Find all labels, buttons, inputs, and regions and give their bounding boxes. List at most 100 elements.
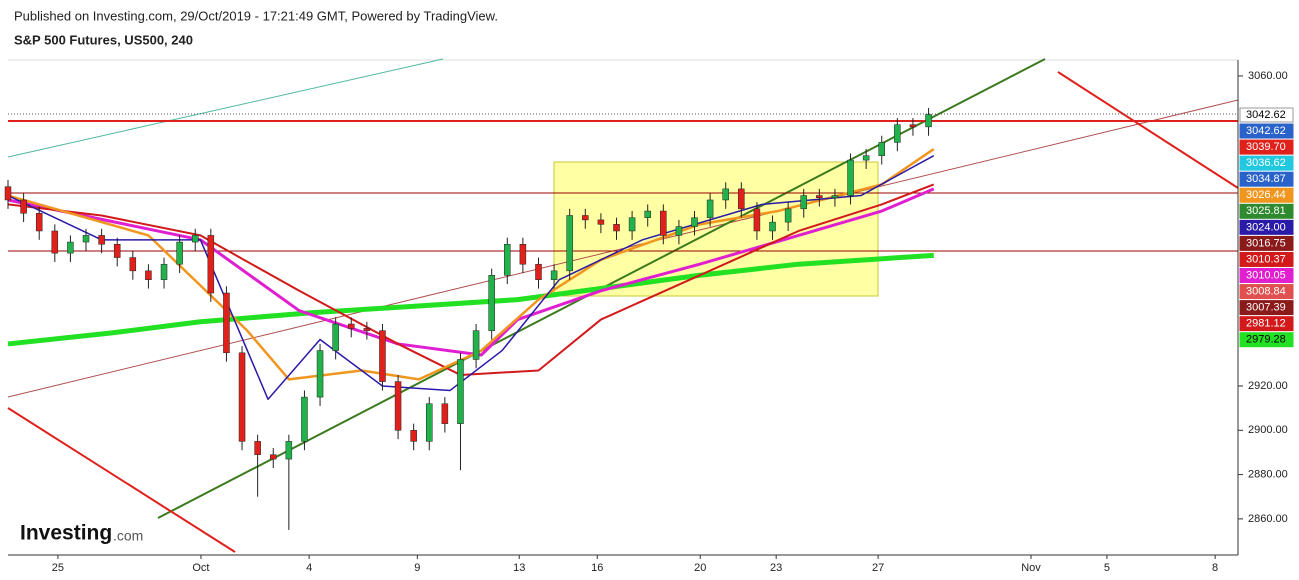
candle-body: [223, 292, 230, 354]
candle-body: [597, 219, 605, 225]
candle-body: [722, 188, 729, 201]
indicator-line: [7, 183, 935, 376]
price-tag-label: 2979.28: [1246, 334, 1286, 346]
x-tick-label: Nov: [1021, 562, 1041, 574]
candle-body: [550, 270, 558, 280]
candle-body: [20, 199, 27, 214]
price-tag-label: 3034.87: [1246, 173, 1286, 185]
candle-body: [691, 217, 698, 227]
price-tag-label: 3007.39: [1246, 302, 1286, 314]
price-tag: [1239, 219, 1294, 235]
x-tick-label: 5: [1104, 562, 1110, 574]
x-tick-label: 13: [513, 562, 525, 574]
candle-body: [800, 195, 807, 210]
trend-line: [7, 407, 236, 553]
candle-body: [35, 213, 43, 232]
indicator-line: [7, 252, 934, 347]
candle-body: [82, 235, 90, 243]
x-tick-label: 9: [414, 562, 420, 574]
candle-body: [394, 381, 402, 431]
candle-body: [176, 241, 183, 265]
price-tag: [1239, 251, 1294, 267]
candle-body: [753, 208, 761, 232]
price-tag: [1239, 155, 1294, 171]
candle-body: [644, 210, 651, 218]
candle-body: [738, 188, 745, 210]
candle-body: [784, 208, 792, 223]
candle-body: [301, 396, 308, 442]
candle-body: [254, 441, 261, 455]
candle-body: [160, 263, 168, 280]
price-tag-label: 3016.75: [1246, 237, 1286, 249]
trend-line: [7, 58, 444, 158]
price-tag: [1239, 284, 1294, 300]
candle-body: [660, 210, 667, 236]
price-tag-label: 3024.00: [1246, 221, 1286, 233]
price-tag-label: 3039.70: [1246, 141, 1286, 153]
y-tick-label: 2900.00: [1248, 424, 1288, 436]
logo-suffix: .com: [113, 528, 143, 544]
trend-line: [1057, 71, 1239, 189]
candle-body: [379, 330, 386, 382]
candle-body: [582, 215, 589, 221]
x-tick-label: 23: [770, 562, 782, 574]
candle-body: [472, 330, 480, 360]
candle-body: [332, 323, 339, 351]
candle-body: [238, 352, 246, 442]
x-tick-label: 16: [591, 562, 603, 574]
candle-body: [535, 263, 542, 280]
price-tag: [1239, 235, 1294, 251]
candle-body: [706, 199, 714, 218]
candle-body: [4, 186, 12, 201]
candle-body: [269, 454, 277, 460]
y-tick-label: 2920.00: [1248, 380, 1288, 392]
price-tag: [1239, 316, 1294, 332]
y-tick-label: 2880.00: [1248, 469, 1288, 481]
x-tick-label: 8: [1212, 562, 1218, 574]
candle-body: [145, 270, 152, 280]
logo: Investing: [20, 522, 112, 545]
candle-body: [67, 241, 74, 254]
chart-title: S&P 500 Futures, US500, 240: [14, 32, 193, 47]
price-tag-label: 3008.84: [1246, 285, 1286, 297]
price-tag: [1239, 139, 1294, 155]
candle-body: [675, 226, 683, 236]
price-tag-label: 3042.62: [1246, 125, 1286, 137]
price-tag-label: 3026.44: [1246, 189, 1286, 201]
candle-body: [613, 224, 620, 232]
candle-body: [519, 244, 527, 265]
price-tag: [1239, 107, 1294, 123]
candle-body: [363, 328, 371, 331]
candle-body: [925, 114, 932, 128]
price-tag-label: 3010.37: [1246, 253, 1286, 265]
candle-body: [878, 142, 885, 156]
published-note: Published on Investing.com, 29/Oct/2019 …: [14, 8, 498, 23]
price-tag: [1239, 187, 1294, 203]
candle-body: [51, 230, 59, 254]
candle-body: [129, 257, 137, 272]
candle-body: [285, 441, 293, 460]
candle-body: [894, 124, 901, 143]
candle-body: [847, 159, 854, 196]
price-tag-label: 3036.62: [1246, 157, 1286, 169]
candle-body: [191, 235, 199, 243]
x-tick-label: 27: [872, 562, 884, 574]
x-tick-label: 20: [694, 562, 706, 574]
y-tick-label: 3060.00: [1248, 70, 1288, 82]
price-tag: [1239, 123, 1294, 139]
x-tick-label: 4: [306, 562, 312, 574]
indicator-line: [7, 148, 935, 381]
candle-body: [410, 430, 417, 442]
candle-body: [98, 235, 105, 245]
price-tag-label: 3025.81: [1246, 205, 1286, 217]
candle-body: [316, 350, 324, 398]
candle-body: [457, 359, 464, 424]
price-tag: [1239, 171, 1294, 187]
candle-body: [426, 403, 433, 442]
candle-body: [862, 155, 870, 161]
price-tag: [1239, 332, 1294, 348]
candle-body: [769, 221, 776, 232]
price-tag: [1239, 203, 1294, 219]
price-tag-label: 3010.05: [1246, 269, 1286, 281]
